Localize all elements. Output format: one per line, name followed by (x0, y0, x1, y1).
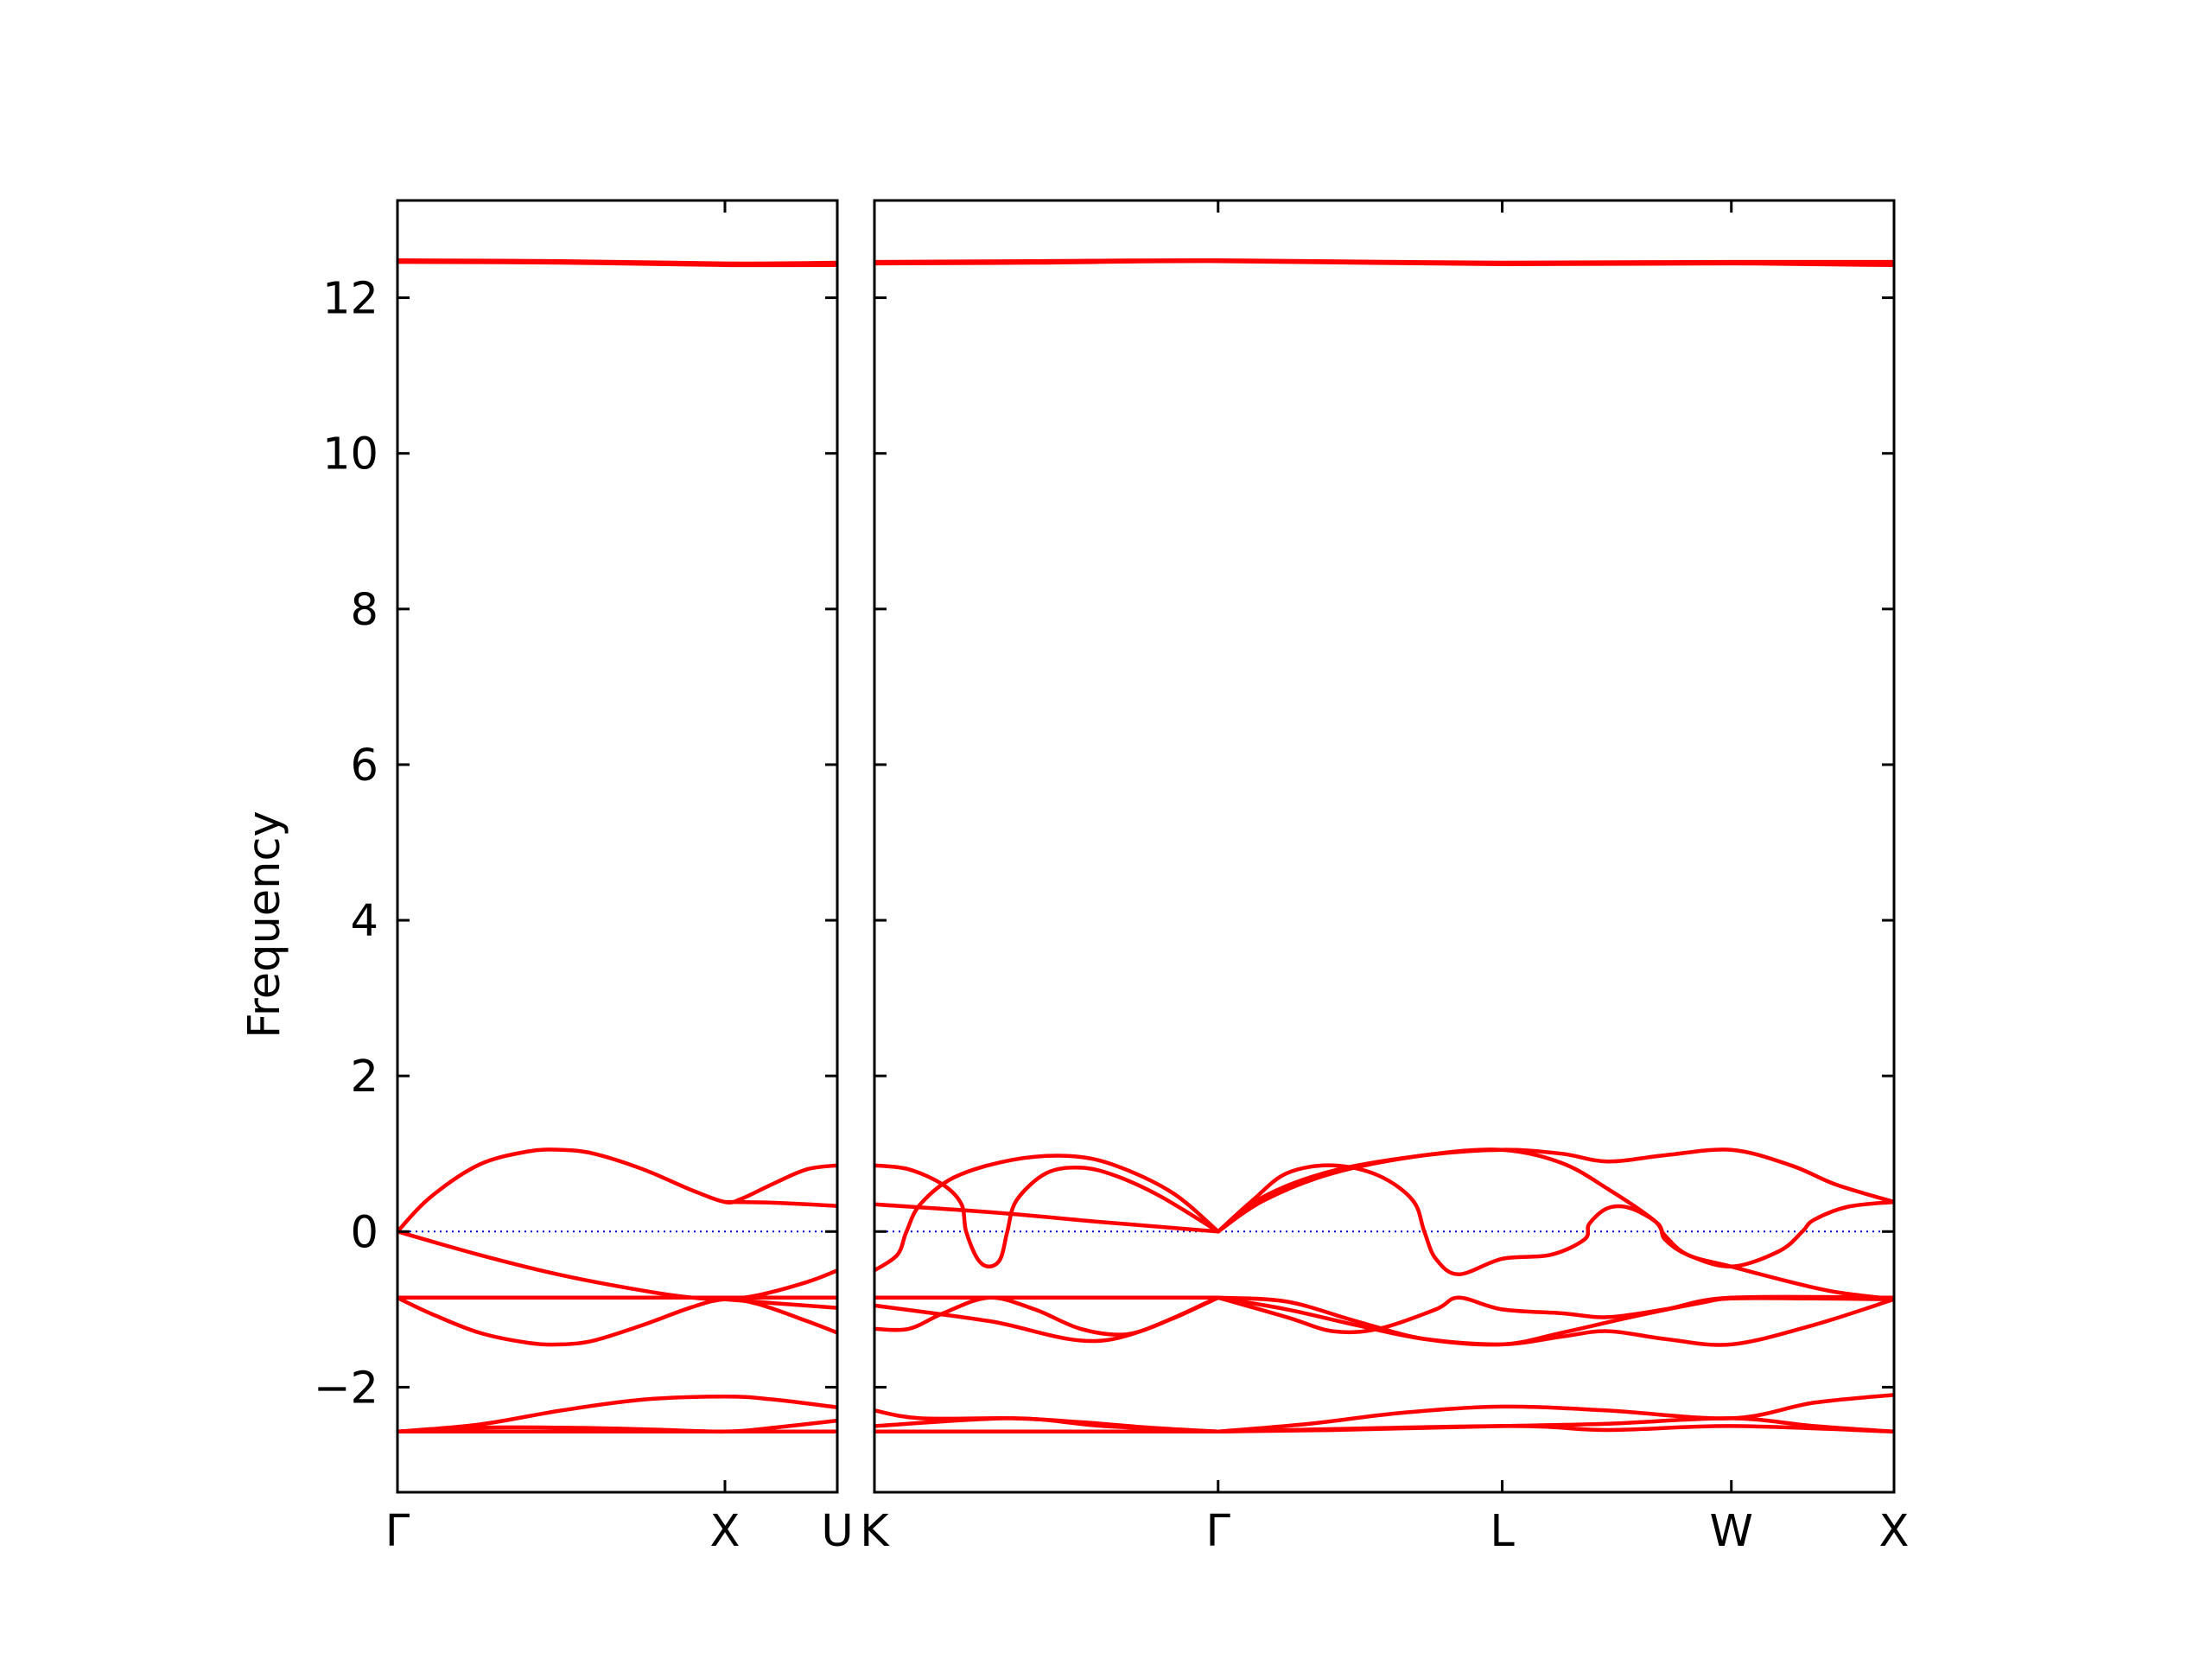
band-right-k1 (874, 1163, 1221, 1269)
y-tick-label-2: 2 (351, 1052, 378, 1103)
band-right-k3 (874, 1202, 1221, 1234)
y-tick-label-5: 8 (351, 585, 378, 636)
y-tick-label-3: 4 (351, 896, 378, 947)
band-left-top-2 (397, 259, 837, 268)
y-tick-label-6: 10 (322, 429, 378, 480)
band-left-b5 (397, 1295, 837, 1347)
y-tick-label-7: 12 (322, 274, 378, 325)
band-right-k6 (874, 1295, 1221, 1344)
kpoint-label-right-3: W (1710, 1506, 1753, 1557)
kpoint-label-right-1: Γ (1206, 1506, 1231, 1557)
kpoint-label-right-0: K (860, 1506, 890, 1557)
band-right-g5 (1216, 1295, 1894, 1347)
band-right-g2 (1216, 1147, 1894, 1234)
kpoint-label-right-2: L (1490, 1506, 1515, 1557)
band-right-k8 (874, 1416, 1221, 1434)
band-left-b8 (397, 1418, 837, 1434)
kpoint-label-right-4: X (1879, 1506, 1910, 1557)
bands-right (874, 257, 1894, 1434)
y-axis-label: Frequency (239, 810, 290, 1038)
frame-left (396, 199, 839, 1494)
frame-right (873, 199, 1896, 1494)
y-tick-label-1: 0 (351, 1207, 378, 1258)
y-axis: −2 0 2 4 6 8 10 12 (314, 274, 378, 1414)
band-right-g7 (1216, 1393, 1894, 1434)
band-right-top-2 (874, 258, 1894, 268)
kpoint-label-left-0: Γ (385, 1506, 410, 1557)
kpoint-label-left-1: X (710, 1506, 741, 1557)
band-left-b1 (397, 1147, 837, 1234)
band-right-g6 (1216, 1295, 1894, 1347)
band-right-k2 (874, 1154, 1221, 1273)
kpoint-label-left-2: U (821, 1506, 853, 1557)
y-tick-label-0: −2 (314, 1363, 378, 1414)
band-right-g1 (1216, 1163, 1894, 1277)
bands-left (397, 258, 837, 1434)
band-left-b3 (722, 1199, 837, 1208)
band-left-b7 (397, 1394, 837, 1434)
band-right-g9 (1216, 1424, 1894, 1434)
y-tick-label-4: 6 (351, 741, 378, 791)
band-right-g3 (1216, 1147, 1894, 1301)
band-left-b6 (722, 1297, 837, 1310)
